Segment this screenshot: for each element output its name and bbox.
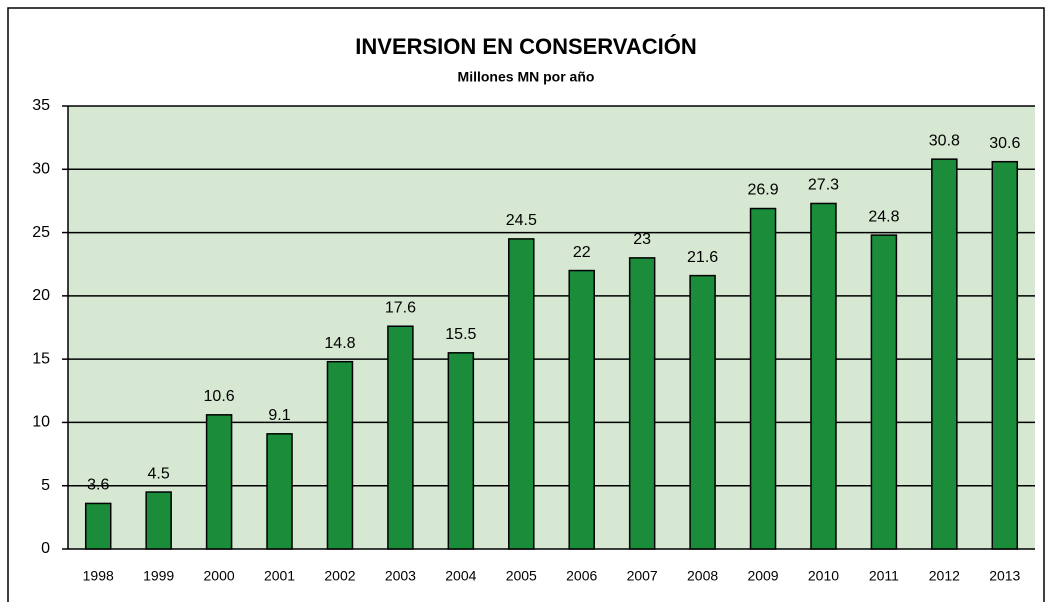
bar xyxy=(931,158,958,550)
bar xyxy=(810,202,837,550)
bar xyxy=(568,269,595,550)
x-tick-label: 2007 xyxy=(627,568,658,584)
x-tick-label: 2003 xyxy=(385,568,416,584)
data-label: 24.5 xyxy=(506,212,537,229)
bar xyxy=(508,238,535,550)
data-label: 10.6 xyxy=(204,388,235,405)
x-tick-label: 2012 xyxy=(929,568,960,584)
y-tick-label: 5 xyxy=(41,477,50,494)
bar xyxy=(326,360,354,550)
data-label: 21.6 xyxy=(687,249,718,266)
x-tick-label: 2006 xyxy=(566,568,597,584)
y-tick-label: 15 xyxy=(32,350,50,367)
data-label: 30.6 xyxy=(989,135,1020,152)
bar xyxy=(145,491,172,550)
bar xyxy=(689,274,716,550)
bar xyxy=(447,352,475,550)
data-label: 17.6 xyxy=(385,299,416,316)
y-tick-label: 0 xyxy=(41,540,50,557)
x-tick-label: 1999 xyxy=(143,568,174,584)
data-label: 3.6 xyxy=(87,477,109,494)
x-tick-label: 1998 xyxy=(83,568,114,584)
x-tick-label: 2001 xyxy=(264,568,295,584)
x-tick-label: 2002 xyxy=(324,568,355,584)
bar xyxy=(628,257,656,550)
data-label: 27.3 xyxy=(808,177,839,194)
data-label: 30.8 xyxy=(929,132,960,149)
bar xyxy=(749,207,777,550)
data-label: 9.1 xyxy=(268,407,290,424)
x-tick-label: 2010 xyxy=(808,568,839,584)
bar xyxy=(266,433,293,550)
chart-subtitle: Millones MN por año xyxy=(458,69,595,85)
data-label: 15.5 xyxy=(445,326,476,343)
data-label: 14.8 xyxy=(324,335,355,352)
bar xyxy=(387,325,414,550)
chart-title: INVERSION EN CONSERVACIÓN xyxy=(355,34,696,59)
y-tick-label: 25 xyxy=(32,224,50,241)
bar xyxy=(991,160,1019,550)
bar xyxy=(870,234,898,550)
x-tick-label: 2005 xyxy=(506,568,537,584)
y-tick-label: 30 xyxy=(32,161,50,178)
y-tick-label: 35 xyxy=(32,97,50,114)
y-tick-label: 20 xyxy=(32,287,50,304)
bar xyxy=(205,414,233,550)
x-tick-label: 2013 xyxy=(989,568,1020,584)
data-label: 26.9 xyxy=(747,182,778,199)
x-tick-label: 2000 xyxy=(204,568,235,584)
data-label: 4.5 xyxy=(148,465,170,482)
bar xyxy=(84,502,112,550)
data-label: 22 xyxy=(573,244,591,261)
data-label: 23 xyxy=(633,231,651,248)
x-tick-label: 2011 xyxy=(869,568,899,584)
x-tick-label: 2009 xyxy=(747,568,778,584)
x-tick-label: 2004 xyxy=(445,568,476,584)
data-label: 24.8 xyxy=(868,208,899,225)
y-tick-label: 10 xyxy=(32,414,50,431)
x-tick-label: 2008 xyxy=(687,568,718,584)
